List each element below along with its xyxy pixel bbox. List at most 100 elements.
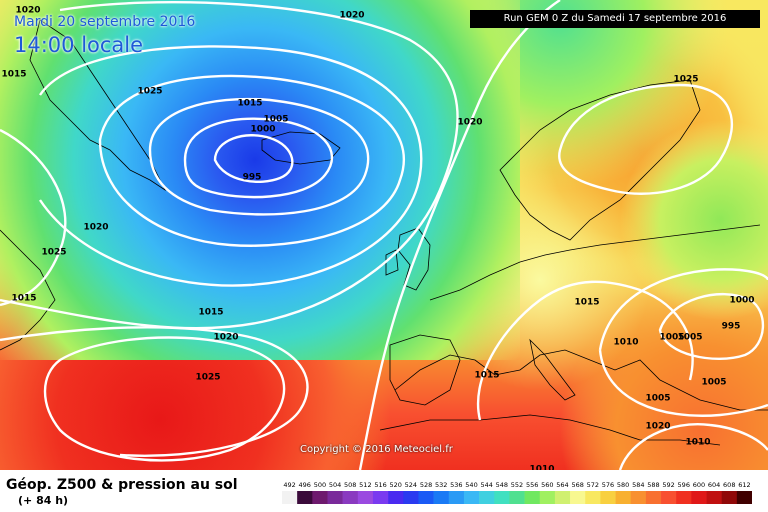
scale-tick-label: 588 [647, 481, 659, 489]
legend-title: Géop. Z500 & pression au sol [6, 477, 238, 493]
isobar-label: 1010 [529, 465, 554, 471]
north-america-coast [0, 229, 56, 351]
scale-swatch [357, 491, 374, 504]
north-africa-coast [379, 414, 721, 446]
isobar-label: 1005 [645, 394, 670, 404]
scale-swatch [661, 491, 677, 504]
iberia-coast [389, 334, 461, 406]
scale-tick-label: 584 [632, 481, 644, 489]
isobar-1005 [148, 97, 370, 216]
isobar-label: 995 [243, 173, 262, 183]
scale-swatch [539, 491, 556, 504]
isobar-label: 1015 [11, 294, 36, 304]
scale-tick-label: 576 [602, 481, 614, 489]
isobar-label: 1020 [645, 422, 670, 432]
isobar-label: 1020 [83, 223, 108, 233]
scale-swatch [448, 491, 465, 504]
isobar-label: 1015 [198, 308, 223, 318]
british-isles-coast [385, 227, 431, 291]
scale-swatch [312, 491, 328, 504]
scale-tick-label: 560 [541, 481, 553, 489]
isobar-1000 [183, 117, 334, 199]
isobar-label: 1020 [213, 333, 238, 343]
scale-tick-label: 580 [617, 481, 629, 489]
scale-swatch [297, 491, 313, 504]
scale-swatch [736, 491, 752, 504]
scale-swatch [524, 491, 541, 504]
scale-tick-label: 552 [511, 481, 523, 489]
scale-tick-label: 540 [465, 481, 477, 489]
greenland-coast [29, 19, 167, 192]
legend-subtitle: (+ 84 h) [18, 494, 69, 507]
scale-tick-label: 500 [314, 481, 326, 489]
isobar-label: 1000 [250, 125, 275, 135]
scale-swatch [282, 491, 298, 504]
scale-tick-label: 604 [708, 481, 720, 489]
coastlines [0, 19, 768, 446]
scale-swatch [630, 491, 647, 504]
scale-tick-label: 568 [571, 481, 583, 489]
scale-tick-label: 544 [480, 481, 492, 489]
model-run-info: Run GEM 0 Z du Samedi 17 septembre 2016 [470, 10, 760, 28]
color-scale: 492 496 500 504 508 512 516 520 524 528 532 536 540 5… [282, 481, 752, 504]
scale-swatch [403, 491, 419, 504]
isobar-label: 1020 [457, 118, 482, 128]
isobar-label: 1005 [701, 378, 726, 388]
isobar-label: 1025 [195, 373, 220, 383]
isobar-995 [213, 134, 294, 183]
scale-swatch [615, 491, 632, 504]
scale-swatch [706, 491, 722, 504]
north-atlantic-low-zone [0, 0, 520, 360]
isobar-1005-east [658, 292, 765, 361]
isobar-1020-europe [358, 0, 561, 470]
isobar-label: 1010 [685, 438, 710, 448]
scale-swatch [372, 491, 389, 504]
scale-swatch [676, 491, 692, 504]
scale-swatch [691, 491, 707, 504]
isobar-label: 1015 [474, 371, 499, 381]
scale-swatch [509, 491, 525, 504]
scale-swatch [479, 491, 495, 504]
scandinavia-coast [499, 79, 701, 241]
scale-swatch [600, 491, 616, 504]
isobar-label: 1005 [263, 115, 288, 125]
isobar-1015 [39, 45, 423, 287]
isobar-label: 1025 [673, 75, 698, 85]
isobar-label: 1020 [339, 11, 364, 21]
scale-tick-label: 600 [693, 481, 705, 489]
isobar-1020-southeast [618, 423, 768, 470]
italy-coast [529, 338, 576, 401]
isobar-labels: 1020102010151025101510051000995102010251… [1, 6, 754, 471]
isobar-label: 1005 [659, 333, 684, 343]
isobar-label: 1000 [729, 296, 754, 306]
isobar-lines [0, 0, 768, 470]
scale-tick-label: 556 [526, 481, 538, 489]
scale-tick-label: 496 [299, 481, 311, 489]
scale-swatch [433, 491, 450, 504]
scale-swatch [327, 491, 343, 504]
isobar-label: 1005 [677, 333, 702, 343]
scale-tick-label: 528 [420, 481, 432, 489]
forecast-time: 14:00 locale [14, 33, 144, 57]
isobar-1010-east [598, 268, 768, 417]
scale-swatch [463, 491, 480, 504]
scale-swatch [388, 491, 404, 504]
scale-tick-label: 596 [678, 481, 690, 489]
scale-tick-label: 516 [374, 481, 386, 489]
isobar-label: 1020 [15, 6, 40, 16]
isobar-1015-europe [476, 280, 694, 421]
copyright-notice: Copyright © 2016 Meteociel.fr [300, 444, 453, 455]
isobar-1025-west [0, 128, 67, 307]
isobar-1025-azores [43, 336, 286, 462]
scale-tick-label: 512 [359, 481, 371, 489]
scale-tick-label: 524 [405, 481, 417, 489]
scale-swatch [585, 491, 601, 504]
scale-tick-label: 504 [329, 481, 341, 489]
isobar-label: 995 [722, 322, 741, 332]
isobar-label: 1015 [1, 70, 26, 80]
isobar-label: 1010 [613, 338, 638, 348]
scale-swatch [342, 491, 359, 504]
scale-swatch [721, 491, 738, 504]
isobar-label: 1025 [137, 87, 162, 97]
